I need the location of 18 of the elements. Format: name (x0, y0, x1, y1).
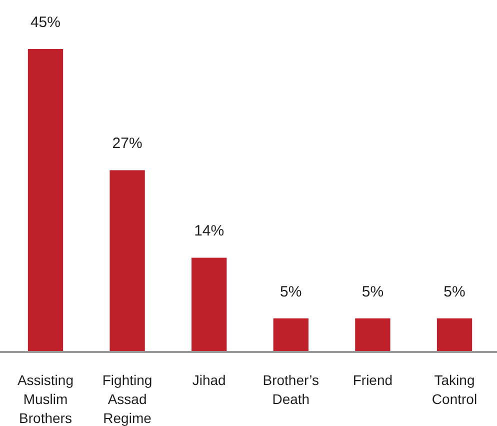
data-label: 5% (444, 283, 466, 300)
bar (192, 258, 227, 352)
x-tick-label: Friend (352, 372, 393, 388)
data-label: 45% (30, 14, 61, 31)
bar (436, 318, 472, 352)
data-label: 27% (112, 135, 142, 152)
x-tick-label: Jihad (192, 372, 226, 388)
x-tick-label: Assisting Muslim Brothers (17, 372, 74, 426)
x-tick-label: Brother’s Death (262, 372, 320, 407)
bar (355, 318, 390, 352)
bar (273, 318, 308, 352)
bar (28, 49, 64, 352)
x-tick-label: Fighting Assad Regime (102, 372, 152, 426)
x-tick-label: Taking Control (432, 372, 478, 407)
data-label: 5% (362, 283, 384, 300)
data-label: 5% (280, 283, 302, 300)
bar (110, 170, 145, 352)
data-label: 14% (194, 222, 224, 240)
